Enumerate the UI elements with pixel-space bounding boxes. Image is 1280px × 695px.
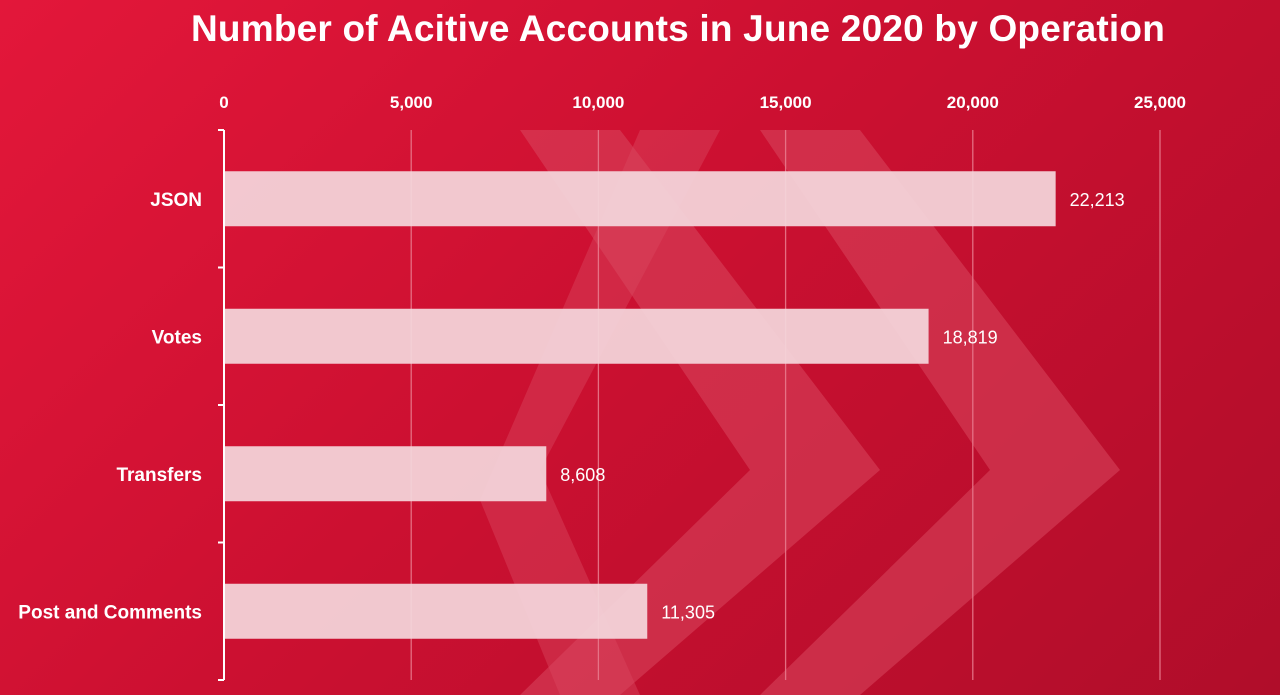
chevron-shape: [520, 130, 880, 695]
data-label: 22,213: [1070, 190, 1125, 210]
x-tick-labels: 0 5,000 10,000 15,000 20,000 25,000: [219, 93, 1186, 112]
chart-title: Number of Acitive Accounts in June 2020 …: [191, 8, 1165, 49]
category-label: Votes: [152, 327, 202, 348]
bar: [225, 171, 1056, 227]
chevron-shape: [760, 130, 1120, 695]
bar: [225, 583, 648, 639]
bar: [225, 308, 929, 364]
data-label: 11,305: [661, 602, 715, 622]
hive-logo-watermark: [480, 130, 1120, 695]
x-tick-label: 20,000: [947, 93, 999, 112]
bar: [225, 446, 547, 502]
category-label: JSON: [150, 190, 202, 211]
logo-hex-shape: [480, 130, 720, 695]
bars: [225, 171, 1056, 639]
x-tick-label: 10,000: [572, 93, 624, 112]
data-label: 8,608: [560, 465, 605, 485]
y-axis: [218, 129, 225, 681]
category-label: Post and Comments: [18, 602, 202, 623]
category-labels: JSON Votes Transfers Post and Comments: [18, 190, 202, 624]
x-tick-label: 0: [219, 93, 228, 112]
data-labels: 22,213 18,819 8,608 11,305: [560, 190, 1124, 623]
x-tick-label: 15,000: [760, 93, 812, 112]
x-tick-label: 25,000: [1134, 93, 1186, 112]
x-tick-label: 5,000: [390, 93, 433, 112]
category-label: Transfers: [116, 465, 202, 486]
data-label: 18,819: [943, 327, 998, 347]
